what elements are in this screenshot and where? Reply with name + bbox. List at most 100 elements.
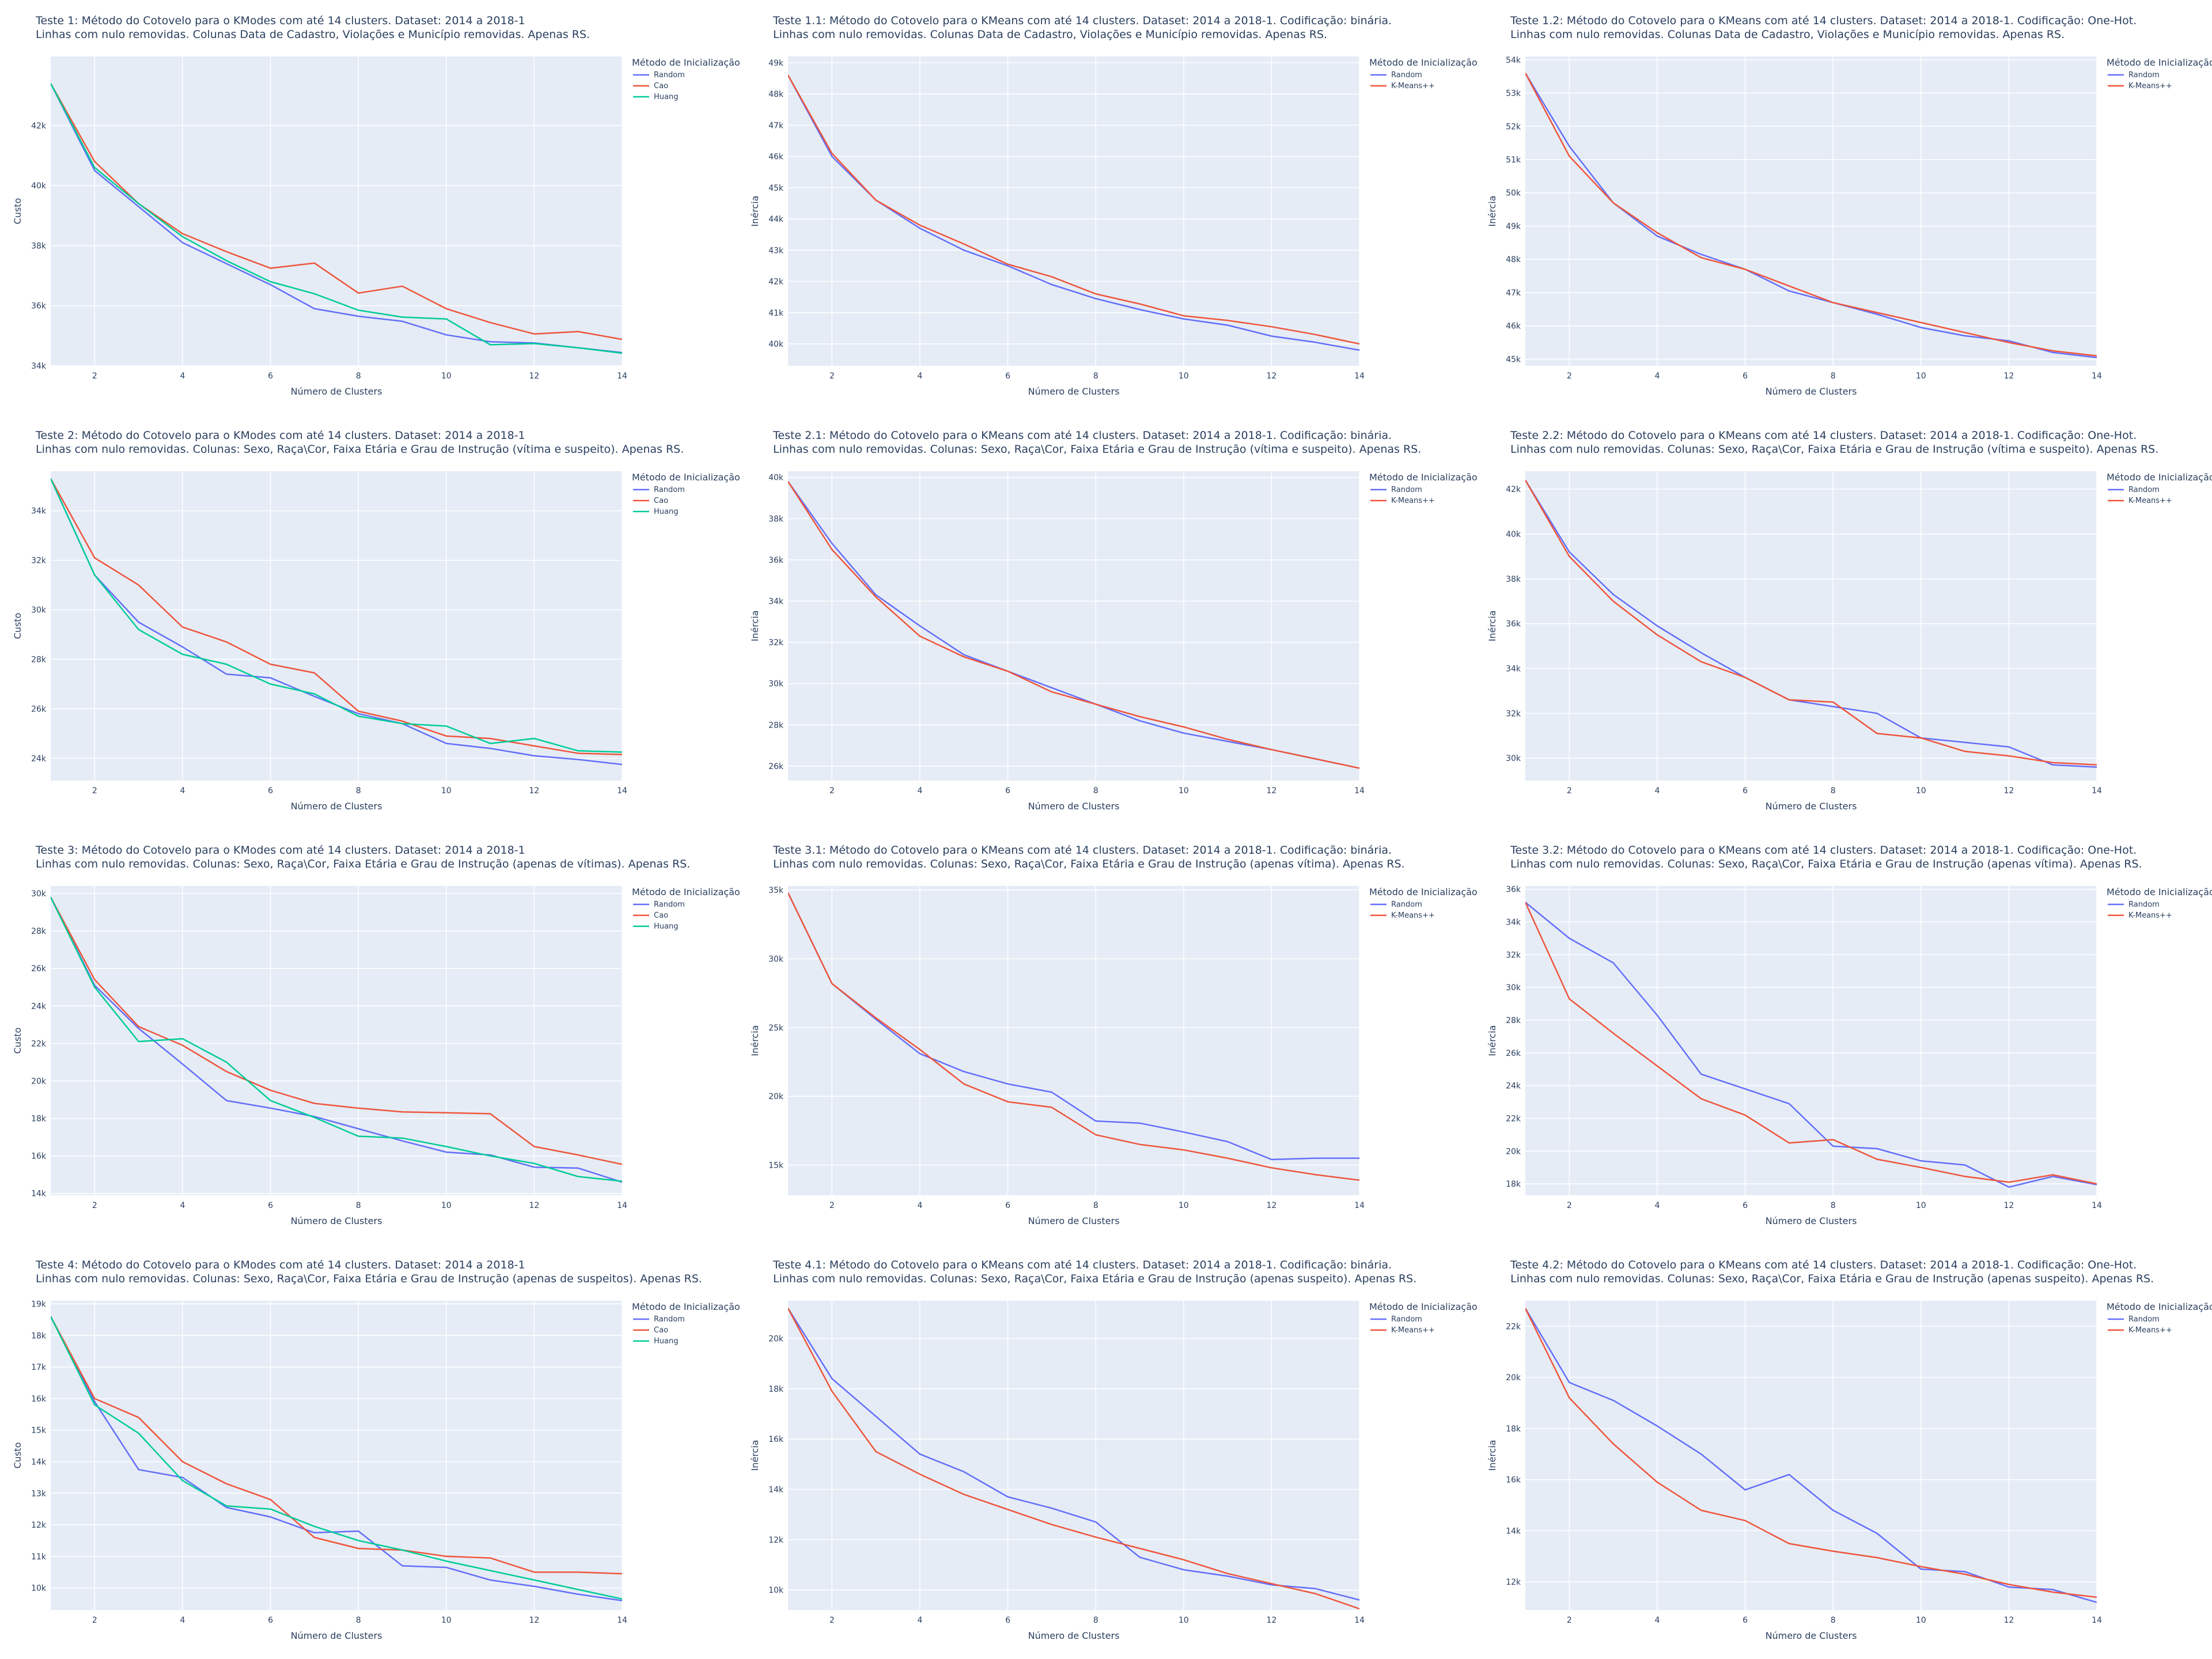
x-tick-label: 6	[1005, 1201, 1010, 1210]
legend-item[interactable]: Huang	[654, 93, 678, 101]
legend-item[interactable]: K-Means++	[1391, 911, 1435, 920]
y-tick-label: 51k	[1506, 156, 1521, 165]
legend-item[interactable]: Cao	[654, 82, 668, 90]
y-tick-label: 45k	[1506, 355, 1521, 364]
legend-item[interactable]: Cao	[654, 1326, 668, 1335]
legend-item[interactable]: Random	[654, 486, 685, 494]
x-tick-label: 8	[356, 786, 361, 796]
chart-svg: Teste 3.2: Método do Cotovelo para o KMe…	[1487, 844, 2212, 1226]
legend-item[interactable]: Huang	[654, 507, 678, 516]
y-tick-label: 24k	[1506, 1082, 1521, 1091]
chart-svg: Teste 1: Método do Cotovelo para o KMode…	[12, 14, 740, 397]
legend-item[interactable]: Random	[2128, 1315, 2160, 1324]
legend-item[interactable]: Random	[2128, 900, 2160, 909]
y-tick-label: 20k	[1506, 1373, 1521, 1382]
legend-item[interactable]: K-Means++	[1391, 497, 1435, 505]
x-tick-label: 2	[92, 1616, 97, 1625]
x-tick-label: 12	[2003, 786, 2014, 796]
x-tick-label: 4	[917, 786, 922, 796]
legend-item[interactable]: Cao	[654, 497, 668, 505]
series-line-k-means-	[1525, 902, 2097, 1185]
x-tick-label: 10	[441, 1201, 452, 1210]
y-tick-label: 28k	[768, 721, 784, 730]
x-axis-title: Número de Clusters	[291, 801, 382, 812]
x-tick-label: 14	[617, 372, 627, 381]
x-axis-title: Número de Clusters	[1028, 386, 1120, 397]
x-tick-label: 8	[356, 1616, 361, 1625]
plot-area	[788, 56, 1359, 366]
y-tick-label: 14k	[768, 1485, 784, 1494]
x-tick-label: 10	[441, 1616, 452, 1625]
y-tick-label: 36k	[768, 556, 784, 565]
x-axis-title: Número de Clusters	[291, 1215, 382, 1226]
legend-item[interactable]: K-Means++	[1391, 82, 1435, 90]
y-tick-label: 34k	[768, 597, 784, 607]
legend-item[interactable]: Random	[1391, 71, 1422, 79]
legend-title: Método de Inicialização	[632, 472, 740, 483]
legend-item[interactable]: K-Means++	[2128, 911, 2172, 920]
x-axis-title: Número de Clusters	[1766, 801, 1857, 812]
x-tick-label: 6	[1743, 372, 1748, 381]
plot-area	[1525, 56, 2097, 366]
y-tick-label: 26k	[1506, 1049, 1521, 1058]
y-axis-title: Custo	[12, 198, 23, 225]
legend-item[interactable]: Random	[2128, 486, 2160, 494]
legend-item[interactable]: Random	[654, 1315, 685, 1324]
x-tick-label: 6	[1743, 1201, 1748, 1210]
y-tick-label: 32k	[1506, 709, 1521, 718]
legend-item[interactable]: Random	[1391, 486, 1422, 494]
y-tick-label: 30k	[768, 680, 784, 689]
y-tick-label: 49k	[1506, 222, 1521, 231]
y-tick-label: 18k	[31, 1331, 47, 1340]
series-line-random	[51, 1316, 622, 1601]
y-tick-label: 42k	[1506, 485, 1521, 494]
x-axis-title: Número de Clusters	[1028, 801, 1120, 812]
y-tick-label: 18k	[768, 1385, 784, 1394]
x-tick-label: 12	[1266, 1616, 1277, 1625]
chart-svg: Teste 4: Método do Cotovelo para o KMode…	[12, 1259, 740, 1641]
chart-panel: Teste 2: Método do Cotovelo para o KMode…	[0, 415, 740, 830]
legend-item[interactable]: K-Means++	[2128, 497, 2172, 505]
chart-panel: Teste 4.2: Método do Cotovelo para o KMe…	[1475, 1244, 2212, 1659]
y-tick-label: 28k	[1506, 1016, 1521, 1025]
legend-item[interactable]: Huang	[654, 922, 678, 931]
chart-title: Teste 3.1: Método do Cotovelo para o KMe…	[772, 844, 1392, 857]
legend-item[interactable]: K-Means++	[1391, 1326, 1435, 1335]
x-tick-label: 4	[1654, 1201, 1660, 1210]
x-tick-label: 10	[1179, 786, 1189, 796]
x-tick-label: 12	[1266, 786, 1277, 796]
y-tick-label: 26k	[31, 964, 47, 974]
legend-item[interactable]: Random	[1391, 1315, 1422, 1324]
legend-item[interactable]: Cao	[654, 911, 668, 920]
legend-item[interactable]: K-Means++	[2128, 82, 2172, 90]
y-tick-label: 15k	[768, 1161, 784, 1170]
y-tick-label: 46k	[1506, 322, 1521, 331]
x-axis-title: Número de Clusters	[1028, 1630, 1120, 1641]
x-tick-label: 14	[617, 1616, 627, 1625]
x-tick-label: 6	[1743, 1616, 1748, 1625]
legend-title: Método de Inicialização	[1369, 57, 1478, 68]
legend-title: Método de Inicialização	[1369, 1301, 1478, 1312]
legend-item[interactable]: Random	[654, 900, 685, 909]
legend-item[interactable]: Random	[1391, 900, 1422, 909]
series-line-cao	[51, 1316, 622, 1575]
x-tick-label: 4	[180, 1201, 185, 1210]
chart-panel: Teste 3.1: Método do Cotovelo para o KMe…	[737, 830, 1478, 1244]
x-tick-label: 4	[180, 372, 185, 381]
x-axis-title: Número de Clusters	[291, 1630, 382, 1641]
legend-item[interactable]: K-Means++	[2128, 1326, 2172, 1335]
y-tick-label: 34k	[1506, 918, 1521, 927]
legend-item[interactable]: Huang	[654, 1337, 678, 1346]
y-tick-label: 26k	[768, 762, 784, 771]
series-group	[1525, 902, 2097, 1188]
y-axis-title: Inércia	[749, 611, 760, 642]
y-tick-label: 44k	[768, 215, 784, 224]
legend-item[interactable]: Random	[654, 71, 685, 79]
x-tick-label: 2	[1567, 1201, 1572, 1210]
chart-title: Linhas com nulo removidas. Colunas: Sexo…	[36, 858, 690, 870]
legend-item[interactable]: Random	[2128, 71, 2160, 79]
x-tick-label: 12	[529, 1616, 539, 1625]
chart-title: Linhas com nulo removidas. Colunas: Sexo…	[773, 443, 1421, 456]
chart-title: Teste 4.1: Método do Cotovelo para o KMe…	[772, 1259, 1392, 1271]
